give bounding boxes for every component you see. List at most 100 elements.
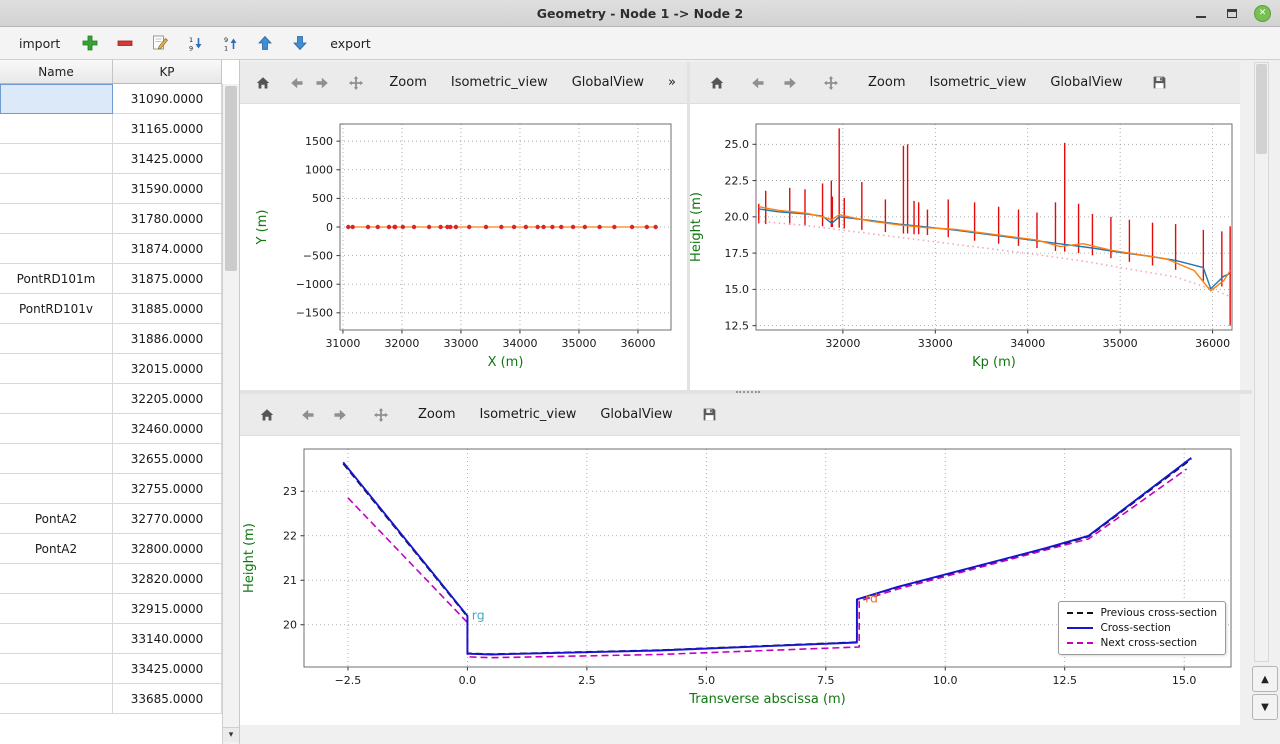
save-figure-button[interactable] bbox=[695, 400, 725, 430]
globalview-button[interactable]: GlobalView bbox=[561, 69, 655, 96]
cell-kp[interactable]: 33140.0000 bbox=[113, 624, 222, 654]
cell-kp[interactable]: 31780.0000 bbox=[113, 204, 222, 234]
table-row[interactable]: 32460.0000 bbox=[0, 414, 222, 444]
cell-name[interactable] bbox=[0, 354, 113, 384]
cell-name[interactable]: PontA2 bbox=[0, 504, 113, 534]
titlebar[interactable]: Geometry - Node 1 -> Node 2 ✕ bbox=[0, 0, 1280, 27]
sort-ascending-button[interactable]: 19 bbox=[181, 30, 209, 56]
table-row[interactable]: 32015.0000 bbox=[0, 354, 222, 384]
cell-kp[interactable]: 31886.0000 bbox=[113, 324, 222, 354]
cell-name[interactable] bbox=[0, 174, 113, 204]
minimize-button[interactable] bbox=[1192, 5, 1210, 23]
vertical-splitter[interactable] bbox=[687, 62, 690, 390]
cell-name[interactable] bbox=[0, 114, 113, 144]
forward-icon[interactable] bbox=[325, 400, 355, 430]
cell-kp[interactable]: 32015.0000 bbox=[113, 354, 222, 384]
save-figure-button[interactable] bbox=[1145, 68, 1175, 98]
table-row[interactable]: PontA232770.0000 bbox=[0, 504, 222, 534]
cell-name[interactable] bbox=[0, 84, 113, 114]
zoom-button[interactable]: Zoom bbox=[378, 69, 437, 96]
home-icon[interactable] bbox=[252, 400, 282, 430]
toolbar-overflow-button[interactable]: » bbox=[657, 69, 687, 96]
move-down-button[interactable] bbox=[286, 30, 314, 56]
cell-kp[interactable]: 31165.0000 bbox=[113, 114, 222, 144]
cell-name[interactable] bbox=[0, 234, 113, 264]
globalview-button[interactable]: GlobalView bbox=[1039, 69, 1133, 96]
table-row[interactable]: 32205.0000 bbox=[0, 384, 222, 414]
table-row[interactable]: PontA232800.0000 bbox=[0, 534, 222, 564]
cell-kp[interactable]: 31874.0000 bbox=[113, 234, 222, 264]
main-scrollbar[interactable] bbox=[1254, 62, 1269, 662]
cell-kp[interactable]: 31885.0000 bbox=[113, 294, 222, 324]
table-scrollbar-down-icon[interactable]: ▾ bbox=[223, 727, 239, 742]
plan-view-chart[interactable]: 310003200033000340003500036000−1500−1000… bbox=[240, 104, 687, 390]
cell-name[interactable] bbox=[0, 654, 113, 684]
column-header-kp[interactable]: KP bbox=[113, 60, 222, 83]
back-icon[interactable] bbox=[293, 400, 323, 430]
home-icon[interactable] bbox=[702, 68, 732, 98]
table-row[interactable]: 32655.0000 bbox=[0, 444, 222, 474]
table-row[interactable]: 31886.0000 bbox=[0, 324, 222, 354]
table-row[interactable]: PontRD101m31875.0000 bbox=[0, 264, 222, 294]
cell-kp[interactable]: 31425.0000 bbox=[113, 144, 222, 174]
table-row[interactable]: 31165.0000 bbox=[0, 114, 222, 144]
scroll-down-button[interactable]: ▼ bbox=[1252, 694, 1278, 720]
cell-name[interactable] bbox=[0, 414, 113, 444]
forward-icon[interactable] bbox=[775, 68, 805, 98]
table-row[interactable]: 31874.0000 bbox=[0, 234, 222, 264]
table-scrollbar-thumb[interactable] bbox=[225, 86, 237, 271]
table-row[interactable]: 32755.0000 bbox=[0, 474, 222, 504]
cell-name[interactable] bbox=[0, 474, 113, 504]
cell-kp[interactable]: 32770.0000 bbox=[113, 504, 222, 534]
cell-kp[interactable]: 32755.0000 bbox=[113, 474, 222, 504]
zoom-button[interactable]: Zoom bbox=[407, 401, 466, 428]
main-scrollbar-thumb[interactable] bbox=[1256, 64, 1267, 154]
cell-name[interactable] bbox=[0, 594, 113, 624]
cell-name[interactable]: PontRD101m bbox=[0, 264, 113, 294]
cell-kp[interactable]: 33685.0000 bbox=[113, 684, 222, 714]
table-row[interactable]: 31780.0000 bbox=[0, 204, 222, 234]
cell-name[interactable] bbox=[0, 324, 113, 354]
pan-icon[interactable] bbox=[345, 68, 368, 98]
remove-section-button[interactable] bbox=[111, 30, 139, 56]
column-header-name[interactable]: Name bbox=[0, 60, 113, 83]
scroll-up-button[interactable]: ▲ bbox=[1252, 666, 1278, 692]
cell-name[interactable] bbox=[0, 624, 113, 654]
pan-icon[interactable] bbox=[816, 68, 846, 98]
cell-name[interactable] bbox=[0, 564, 113, 594]
forward-icon[interactable] bbox=[311, 68, 334, 98]
add-section-button[interactable] bbox=[76, 30, 104, 56]
table-row[interactable]: 31425.0000 bbox=[0, 144, 222, 174]
table-row[interactable]: 31090.0000 bbox=[0, 84, 222, 114]
isometric-view-button[interactable]: Isometric_view bbox=[468, 401, 587, 428]
cell-name[interactable] bbox=[0, 684, 113, 714]
zoom-button[interactable]: Zoom bbox=[857, 69, 916, 96]
table-row[interactable]: 32915.0000 bbox=[0, 594, 222, 624]
back-icon[interactable] bbox=[286, 68, 309, 98]
sort-descending-button[interactable]: 91 bbox=[216, 30, 244, 56]
cell-name[interactable]: PontA2 bbox=[0, 534, 113, 564]
home-icon[interactable] bbox=[252, 68, 275, 98]
table-row[interactable]: 33425.0000 bbox=[0, 654, 222, 684]
globalview-button[interactable]: GlobalView bbox=[589, 401, 683, 428]
pan-icon[interactable] bbox=[366, 400, 396, 430]
splitter-handle[interactable] bbox=[736, 391, 760, 393]
cell-kp[interactable]: 31875.0000 bbox=[113, 264, 222, 294]
maximize-button[interactable] bbox=[1223, 5, 1241, 23]
table-row[interactable]: 33140.0000 bbox=[0, 624, 222, 654]
table-row[interactable]: 33685.0000 bbox=[0, 684, 222, 714]
cell-kp[interactable]: 32205.0000 bbox=[113, 384, 222, 414]
cell-name[interactable]: PontRD101v bbox=[0, 294, 113, 324]
table-row[interactable]: 32820.0000 bbox=[0, 564, 222, 594]
cell-name[interactable] bbox=[0, 144, 113, 174]
cell-kp[interactable]: 32655.0000 bbox=[113, 444, 222, 474]
cell-kp[interactable]: 32820.0000 bbox=[113, 564, 222, 594]
cell-name[interactable] bbox=[0, 384, 113, 414]
close-button[interactable]: ✕ bbox=[1254, 5, 1271, 22]
back-icon[interactable] bbox=[743, 68, 773, 98]
cell-kp[interactable]: 32460.0000 bbox=[113, 414, 222, 444]
export-button[interactable]: export bbox=[321, 32, 380, 55]
import-button[interactable]: import bbox=[10, 32, 69, 55]
table-row[interactable]: 31590.0000 bbox=[0, 174, 222, 204]
cross-section-chart[interactable]: −2.50.02.55.07.510.012.515.020212223rgrd… bbox=[240, 436, 1240, 725]
